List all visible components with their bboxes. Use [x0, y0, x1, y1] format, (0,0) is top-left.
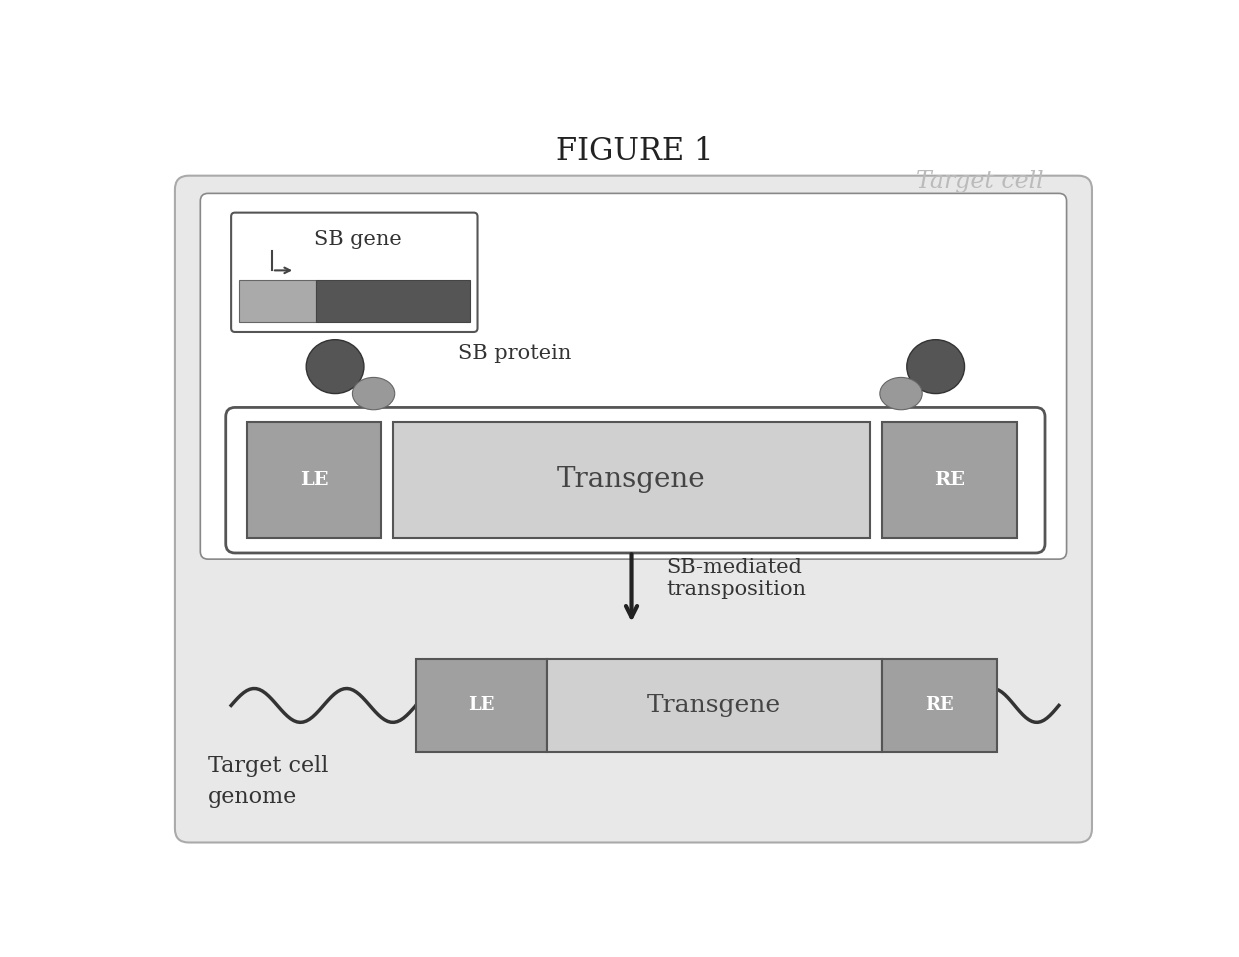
- Bar: [247, 422, 382, 538]
- Text: SB gene: SB gene: [315, 230, 401, 249]
- Ellipse shape: [880, 377, 922, 410]
- Bar: [393, 422, 870, 538]
- Text: RE: RE: [934, 471, 965, 489]
- FancyBboxPatch shape: [232, 212, 477, 332]
- Bar: [546, 659, 882, 751]
- Bar: [882, 659, 997, 751]
- Bar: [239, 279, 316, 322]
- Text: Transgene: Transgene: [647, 694, 781, 717]
- Bar: [416, 659, 546, 751]
- Text: LE: LE: [300, 471, 328, 489]
- Text: Target cell
genome: Target cell genome: [208, 755, 328, 808]
- Ellipse shape: [907, 340, 964, 393]
- Text: Transgene: Transgene: [558, 466, 706, 493]
- FancyBboxPatch shape: [201, 193, 1067, 559]
- FancyBboxPatch shape: [225, 408, 1044, 553]
- FancyBboxPatch shape: [175, 176, 1092, 842]
- Ellipse shape: [306, 340, 364, 393]
- Text: Target cell: Target cell: [916, 170, 1043, 193]
- Text: SB-mediated
transposition: SB-mediated transposition: [667, 558, 807, 599]
- Text: FIGURE 1: FIGURE 1: [556, 136, 714, 167]
- Text: SB protein: SB protein: [458, 344, 571, 363]
- Bar: [316, 279, 470, 322]
- Bar: [882, 422, 1016, 538]
- Text: RE: RE: [926, 697, 954, 715]
- Ellipse shape: [352, 377, 395, 410]
- Text: LE: LE: [468, 697, 494, 715]
